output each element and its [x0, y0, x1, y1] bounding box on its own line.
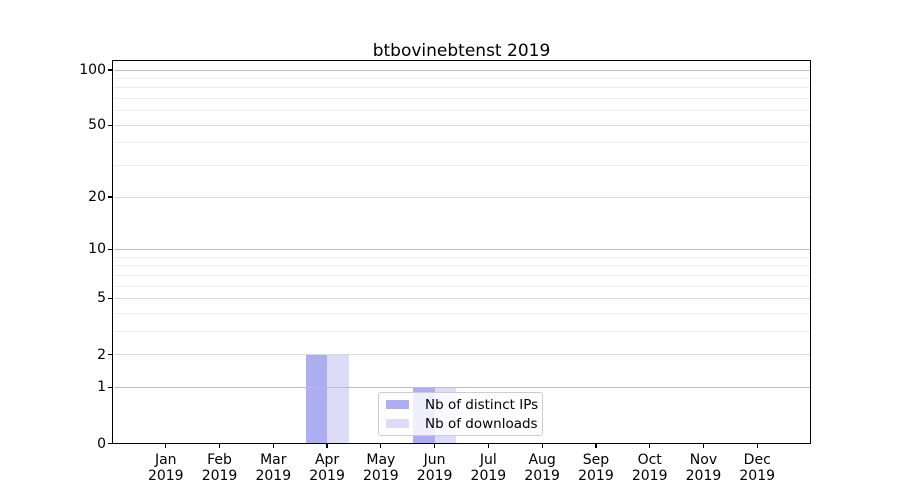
x-tick-mark-sep [595, 443, 597, 448]
y-tick-label-10: 10 [88, 241, 106, 258]
plot-frame [112, 60, 811, 444]
y-tick-label-2: 2 [97, 346, 106, 363]
x-tick-label-nov: Nov 2019 [685, 452, 722, 484]
gridline-y-50 [113, 124, 810, 126]
y-tick-mark-2 [107, 353, 112, 356]
legend-swatch-downloads [386, 418, 409, 429]
gridline-y-1 [113, 386, 810, 388]
gridline-y-8 [113, 265, 810, 267]
gridline-y-2 [113, 354, 810, 356]
x-tick-label-apr: Apr 2019 [309, 452, 345, 484]
gridline-y-3 [113, 330, 810, 332]
x-tick-label-sep: Sep 2019 [578, 452, 614, 484]
x-tick-label-jun: Jun 2019 [416, 452, 453, 484]
x-tick-mark-jul [487, 443, 490, 448]
y-tick-mark-5 [107, 297, 112, 300]
x-tick-mark-apr [326, 443, 328, 448]
gridline-y-10 [113, 248, 810, 250]
y-tick-mark-0 [107, 442, 112, 445]
legend-row-downloads: Nb of downloads [386, 415, 538, 432]
gridline-y-60 [113, 110, 810, 112]
x-tick-mark-may [380, 443, 382, 448]
x-tick-label-jul: Jul 2019 [470, 452, 507, 484]
chart-title: btbovinebtenst 2019 [372, 41, 551, 61]
legend: Nb of distinct IPs Nb of downloads [378, 392, 543, 436]
gridline-y-5 [113, 297, 810, 299]
y-tick-label-5: 5 [97, 290, 106, 307]
x-tick-label-may: May 2019 [363, 452, 399, 484]
gridline-y-6 [113, 285, 810, 287]
gridline-y-4 [113, 312, 810, 314]
legend-swatch-distinct-ips [386, 399, 409, 410]
x-tick-mark-oct [649, 443, 651, 448]
x-tick-label-dec: Dec 2019 [739, 452, 776, 484]
y-tick-mark-1 [107, 386, 112, 389]
y-tick-mark-50 [107, 124, 112, 126]
x-tick-label-mar: Mar 2019 [255, 452, 292, 484]
y-tick-label-50: 50 [88, 117, 106, 134]
x-tick-mark-mar [272, 443, 274, 448]
y-tick-label-1: 1 [97, 379, 106, 396]
gridline-y-9 [113, 256, 810, 258]
x-tick-mark-feb [218, 443, 221, 448]
gridline-y-90 [113, 77, 810, 79]
x-tick-mark-dec [756, 443, 758, 448]
gridline-y-20 [113, 196, 810, 198]
legend-label-distinct-ips: Nb of distinct IPs [425, 396, 539, 413]
x-tick-label-feb: Feb 2019 [201, 452, 238, 484]
y-tick-label-0: 0 [97, 435, 106, 452]
x-tick-mark-aug [541, 443, 543, 448]
x-tick-label-aug: Aug 2019 [524, 452, 560, 484]
y-tick-mark-100 [107, 69, 112, 71]
y-tick-label-100: 100 [79, 62, 106, 78]
gridline-y-80 [113, 87, 810, 89]
x-tick-label-jan: Jan 2019 [147, 452, 184, 484]
legend-label-downloads: Nb of downloads [425, 415, 538, 432]
legend-row-distinct-ips: Nb of distinct IPs [386, 396, 539, 413]
y-tick-label-20: 20 [88, 189, 106, 206]
x-tick-mark-jan [165, 443, 167, 448]
gridline-y-100 [113, 69, 810, 71]
gridline-y-70 [113, 98, 810, 100]
y-tick-mark-10 [107, 248, 112, 251]
gridline-y-40 [113, 142, 810, 144]
x-tick-mark-jun [433, 443, 436, 448]
y-tick-mark-20 [107, 196, 112, 198]
bar-nb-of-distinct-ips [305, 354, 328, 443]
gridline-y-7 [113, 274, 810, 276]
x-tick-mark-nov [702, 443, 705, 448]
gridline-y-30 [113, 165, 810, 167]
bar-nb-of-downloads [327, 354, 349, 443]
x-tick-label-oct: Oct 2019 [631, 452, 668, 484]
